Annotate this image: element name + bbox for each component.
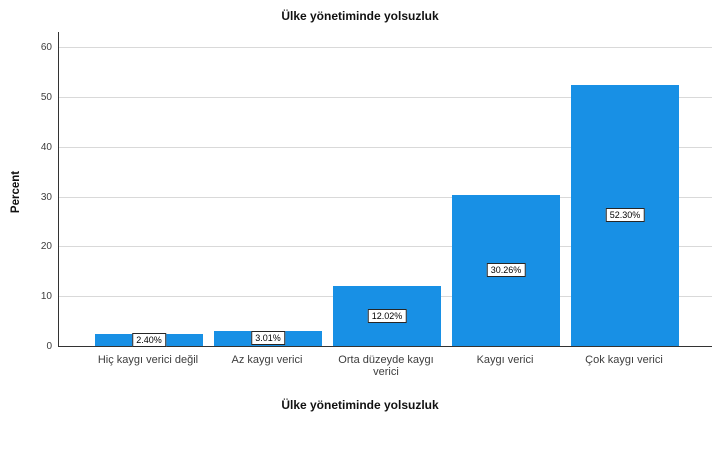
x-tick-label: Kaygı verici xyxy=(476,354,534,366)
gridline xyxy=(59,197,712,198)
x-tick-label: Çok kaygı verici xyxy=(585,354,663,366)
y-tick-label: 40 xyxy=(40,142,52,153)
y-tick-label: 30 xyxy=(40,192,52,203)
bar-value-label: 3.01% xyxy=(251,331,285,345)
x-axis-title: Ülke yönetiminde yolsuzluk xyxy=(281,398,439,412)
plot-area: 2.40% 3.01% 12.02% 30.26% 52.30% xyxy=(58,32,712,347)
y-tick-label: 60 xyxy=(40,42,52,53)
x-tick-label: Orta düzeyde kaygı verici xyxy=(338,354,434,378)
bar-value-label: 2.40% xyxy=(132,333,166,347)
bar-value-label: 30.26% xyxy=(486,263,526,277)
gridline xyxy=(59,246,712,247)
gridline xyxy=(59,147,712,148)
x-tick-label: Hiç kaygı verici değil xyxy=(97,354,199,366)
y-tick-label: 10 xyxy=(40,291,52,302)
bar-value-label: 12.02% xyxy=(367,309,407,323)
bar-value-label: 52.30% xyxy=(605,208,645,222)
gridline xyxy=(59,97,712,98)
y-tick-label: 50 xyxy=(40,92,52,103)
y-tick-label: 20 xyxy=(40,241,52,252)
chart-title: Ülke yönetiminde yolsuzluk xyxy=(281,9,439,23)
gridline xyxy=(59,47,712,48)
x-tick-label: Az kaygı verici xyxy=(231,354,303,366)
y-tick-label: 0 xyxy=(46,341,52,352)
